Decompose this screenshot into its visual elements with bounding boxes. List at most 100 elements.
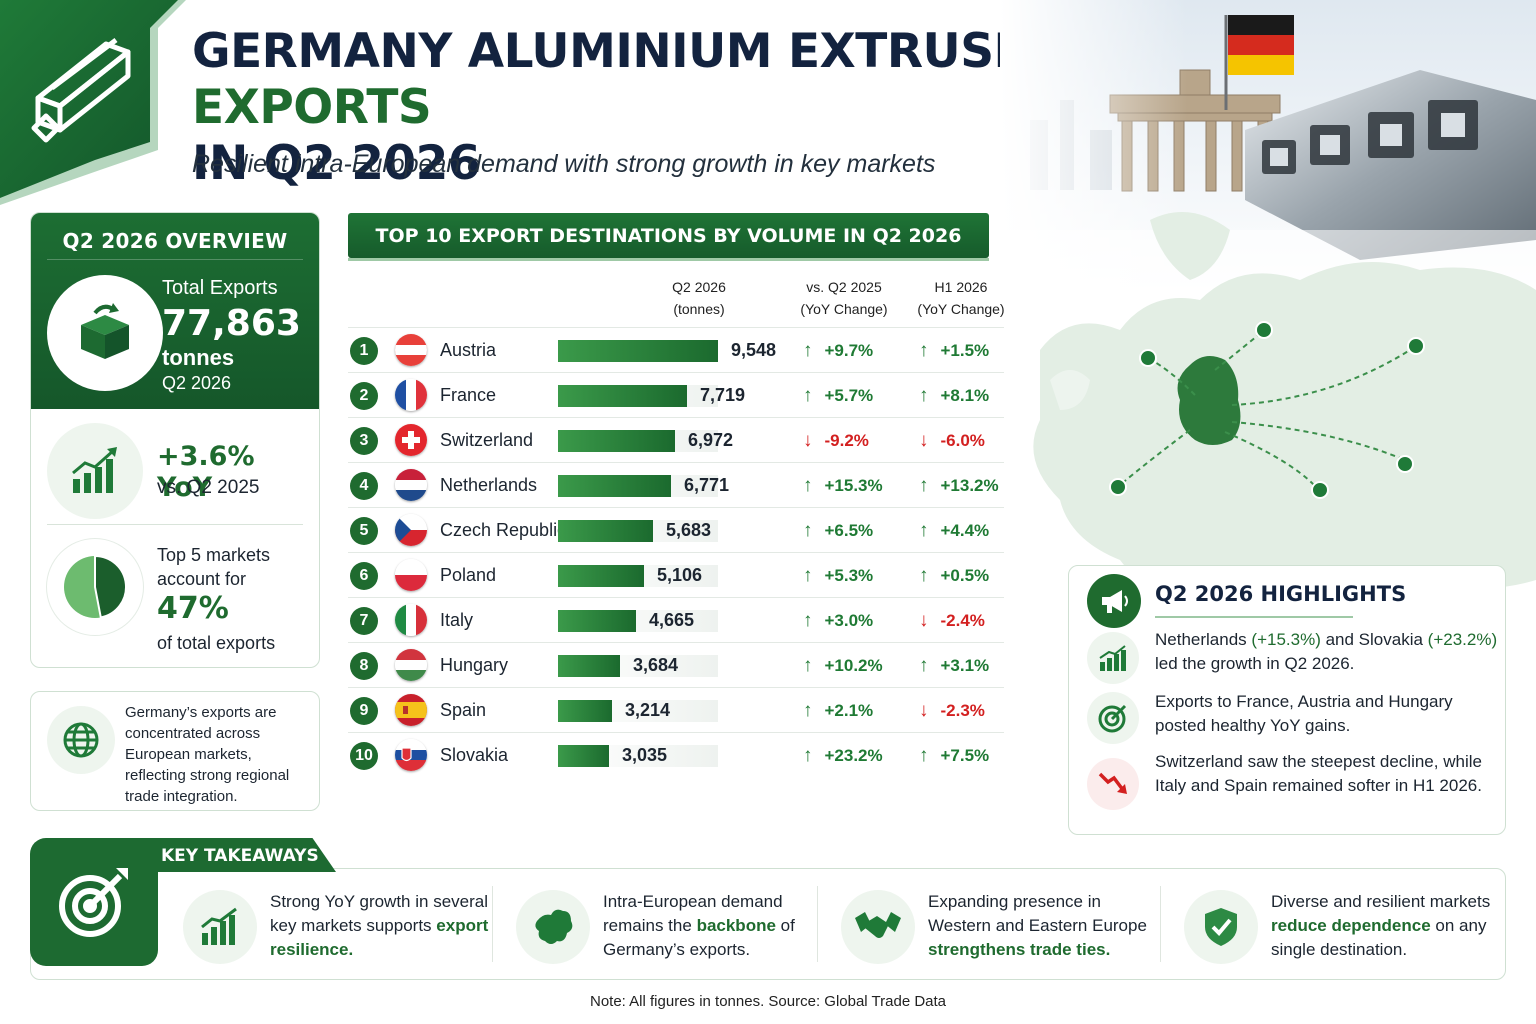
yoy-change: ↑ +6.5%	[803, 520, 874, 541]
target-icon	[30, 838, 158, 966]
decline-icon	[1087, 758, 1139, 810]
highlights-panel: Q2 2026 HIGHLIGHTS Netherlands (+15.3%) …	[1068, 565, 1506, 835]
h1-change: ↓ -2.4%	[919, 610, 985, 631]
rank-badge: 9	[350, 697, 378, 725]
takeaway-item-4: Diverse and resilient markets reduce dep…	[1184, 888, 1490, 968]
regional-note-text: Germany’s exports are concentrated acros…	[125, 704, 290, 805]
handshake-icon	[841, 890, 915, 964]
switzerland-flag	[395, 424, 427, 456]
country-name: Hungary	[440, 655, 509, 675]
country-name: Austria	[440, 340, 497, 360]
table-row: 5 Czech Republic 5,683 ↑ +6.5% ↑ +4.4%	[348, 507, 1004, 552]
h1-change: ↑ +8.1%	[919, 385, 990, 406]
hungary-flag	[395, 649, 427, 681]
rank-badge: 10	[350, 742, 378, 770]
column-header-yoy: vs. Q2 2025 (YoY Change)	[800, 279, 888, 317]
country-name: Italy	[440, 610, 474, 630]
volume-bar	[558, 430, 675, 452]
highlights-heading: Q2 2026 HIGHLIGHTS	[1155, 582, 1407, 606]
table-row: 1 Austria 9,548 ↑ +9.7% ↑ +1.5%	[348, 327, 1004, 372]
volume-label: 4,665	[649, 610, 695, 630]
table-row: 7 Italy 4,665 ↑ +3.0% ↓ -2.4%	[348, 597, 1004, 642]
yoy-change: ↑ +2.1%	[803, 700, 874, 721]
yoy-change: ↑ +9.7%	[803, 340, 874, 361]
volume-bar	[558, 565, 644, 587]
netherlands-flag	[395, 469, 427, 501]
key-takeaways-heading: KEY TAKEAWAYS	[140, 838, 336, 872]
country-name: Slovakia	[440, 745, 509, 765]
highlight-item-1: Netherlands (+15.3%) and Slovakia (+23.2…	[1155, 630, 1498, 673]
volume-bar	[558, 655, 620, 677]
total-exports-value: 77,863	[162, 303, 301, 344]
h1-change: ↓ -2.3%	[919, 700, 985, 721]
table-row: 3 Switzerland 6,972 ↓ -9.2% ↓ -6.0%	[348, 417, 1004, 462]
poland-flag	[395, 559, 427, 591]
yoy-change: ↑ +5.3%	[803, 565, 874, 586]
rank-badge: 6	[350, 562, 378, 590]
table-row: 6 Poland 5,106 ↑ +5.3% ↑ +0.5%	[348, 552, 1004, 597]
czech-flag	[395, 514, 427, 546]
box-icon	[47, 275, 163, 391]
column-header-volume: Q2 2026 (tonnes)	[672, 279, 726, 317]
h1-change: ↑ +1.5%	[919, 340, 990, 361]
yoy-compare-label: vs. Q2 2025	[157, 477, 260, 498]
volume-label: 3,214	[625, 700, 671, 720]
rank-badge: 4	[350, 472, 378, 500]
destination-markers	[1109, 321, 1425, 499]
key-takeaways-panel	[30, 868, 1506, 980]
volume-label: 5,683	[666, 520, 712, 540]
country-name: Poland	[440, 565, 497, 585]
volume-label: 9,548	[731, 340, 777, 360]
volume-bar	[558, 520, 653, 542]
takeaway-item-1: Strong YoY growth in several key markets…	[183, 888, 488, 968]
header-corner-badge	[0, 0, 186, 205]
top5-text: Top 5 markets account for	[157, 545, 271, 589]
pie-chart-icon	[47, 539, 143, 635]
slovakia-flag	[395, 739, 427, 771]
column-header-h1: H1 2026 (YoY Change)	[917, 279, 1005, 317]
france-flag	[395, 379, 427, 411]
h1-change: ↑ +7.5%	[919, 745, 990, 766]
volume-label: 5,106	[657, 565, 703, 585]
total-exports-label: Total Exports	[162, 277, 278, 299]
volume-label: 6,771	[684, 475, 730, 495]
europe-map-icon	[516, 890, 590, 964]
h1-change: ↑ +3.1%	[919, 655, 990, 676]
rank-badge: 8	[350, 652, 378, 680]
total-exports-unit: tonnes	[162, 345, 235, 370]
shield-check-icon	[1184, 890, 1258, 964]
total-exports-period: Q2 2026	[162, 373, 232, 393]
highlight-item-2: Exports to France, Austria and Hungary p…	[1155, 692, 1453, 735]
hero-image	[1000, 0, 1536, 300]
footer-note: Note: All figures in tonnes. Source: Glo…	[589, 993, 947, 1010]
europe-outline	[1033, 212, 1536, 598]
globe-icon	[47, 706, 115, 774]
yoy-change: ↓ -9.2%	[803, 430, 869, 451]
h1-change: ↑ +13.2%	[919, 475, 999, 496]
overview-heading: Q2 2026 OVERVIEW	[62, 229, 288, 253]
volume-bar	[558, 475, 671, 497]
top5-share-value: 47%	[157, 591, 229, 626]
h1-change: ↑ +4.4%	[919, 520, 990, 541]
top5-share-caption: of total exports	[157, 633, 276, 653]
rank-badge: 1	[350, 337, 378, 365]
austria-flag	[395, 334, 427, 366]
yoy-growth-value: +3.6% YoY	[157, 441, 255, 503]
yoy-change: ↑ +10.2%	[803, 655, 883, 676]
volume-bar	[558, 700, 612, 722]
country-name: Netherlands	[440, 475, 538, 495]
rank-badge: 5	[350, 517, 378, 545]
takeaway-item-3: Expanding presence in Western and Easter…	[841, 888, 1147, 968]
volume-bar	[558, 340, 718, 362]
h1-change: ↓ -6.0%	[919, 430, 985, 451]
growth-chart-icon	[183, 890, 257, 964]
target-icon	[1087, 692, 1139, 744]
page-subtitle: Resilient intra-European demand with str…	[192, 150, 936, 178]
country-name: Spain	[440, 700, 487, 720]
volume-label: 6,972	[688, 430, 734, 450]
table-row: 4 Netherlands 6,771 ↑ +15.3% ↑ +13.2%	[348, 462, 1004, 507]
yoy-change: ↑ +23.2%	[803, 745, 883, 766]
volume-bar	[558, 385, 687, 407]
takeaway-item-2: Intra-European demand remains the backbo…	[516, 888, 816, 968]
yoy-change: ↑ +3.0%	[803, 610, 874, 631]
